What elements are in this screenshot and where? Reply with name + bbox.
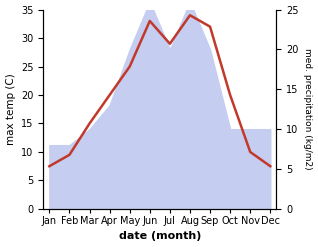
X-axis label: date (month): date (month) <box>119 231 201 242</box>
Y-axis label: med. precipitation (kg/m2): med. precipitation (kg/m2) <box>303 48 313 170</box>
Y-axis label: max temp (C): max temp (C) <box>5 73 16 145</box>
